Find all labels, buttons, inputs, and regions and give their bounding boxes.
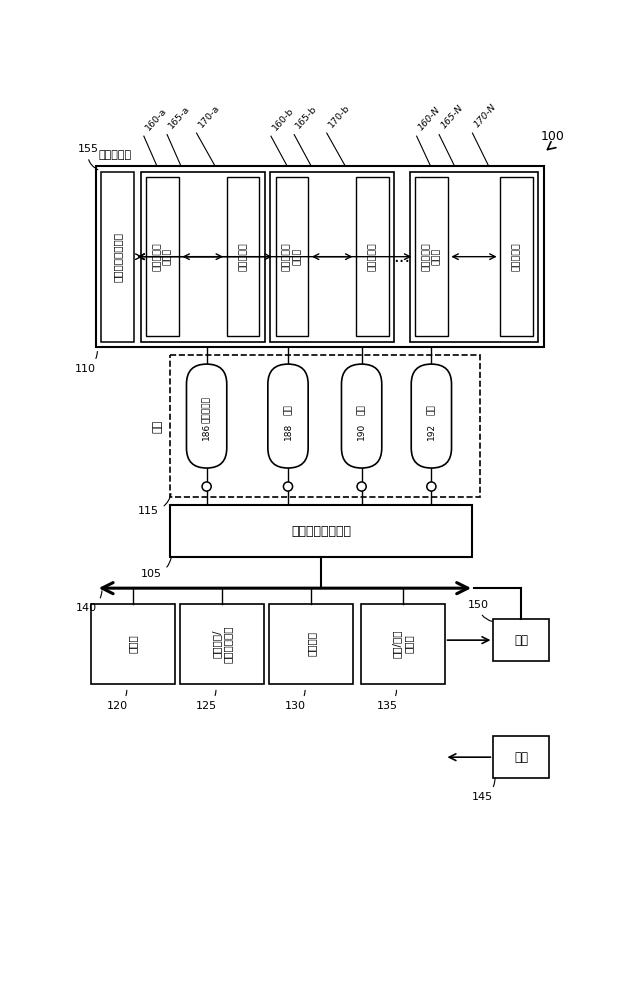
- Text: 存储器阵列: 存储器阵列: [512, 242, 521, 271]
- Text: 外围组件: 外围组件: [306, 631, 316, 656]
- FancyBboxPatch shape: [411, 364, 452, 468]
- Text: ...: ...: [393, 248, 411, 266]
- Bar: [415, 177, 448, 336]
- Text: 145: 145: [472, 778, 495, 802]
- Text: 170-b: 170-b: [327, 103, 352, 129]
- Text: 186: 186: [202, 423, 211, 440]
- Bar: [410, 172, 538, 342]
- Text: 165-N: 165-N: [439, 104, 465, 131]
- Circle shape: [284, 482, 293, 491]
- Text: 命令和地址: 命令和地址: [202, 396, 211, 423]
- Circle shape: [285, 483, 291, 490]
- Text: 140: 140: [76, 591, 102, 613]
- Bar: [180, 604, 264, 684]
- Circle shape: [357, 482, 366, 491]
- Text: 192: 192: [427, 423, 436, 440]
- Text: 135: 135: [377, 690, 398, 711]
- Bar: [361, 604, 445, 684]
- Text: 时钟: 时钟: [284, 405, 292, 415]
- Text: 基本输入/
输出系统组件: 基本输入/ 输出系统组件: [211, 625, 233, 663]
- Bar: [91, 604, 175, 684]
- Text: 通道: 通道: [153, 419, 163, 433]
- Text: 输入/输出
控制器: 输入/输出 控制器: [392, 630, 413, 658]
- Text: 165-b: 165-b: [294, 104, 319, 131]
- Text: 105: 105: [141, 557, 171, 579]
- Text: 165-a: 165-a: [167, 105, 192, 131]
- Bar: [170, 355, 480, 497]
- Bar: [96, 166, 544, 347]
- Circle shape: [427, 482, 436, 491]
- FancyBboxPatch shape: [186, 364, 227, 468]
- Text: 160-N: 160-N: [416, 105, 442, 132]
- Circle shape: [358, 483, 365, 490]
- Text: 处理器: 处理器: [128, 635, 138, 653]
- Text: 本地存储器
控制器: 本地存储器 控制器: [282, 242, 302, 271]
- Circle shape: [428, 483, 435, 490]
- Bar: [270, 604, 353, 684]
- Text: 170-N: 170-N: [472, 102, 498, 129]
- Bar: [493, 736, 549, 778]
- Text: 120: 120: [107, 690, 128, 711]
- Text: 外部存储器控制器: 外部存储器控制器: [291, 525, 352, 538]
- Bar: [493, 619, 549, 661]
- Text: 160-a: 160-a: [144, 106, 169, 132]
- Bar: [356, 177, 389, 336]
- Bar: [275, 177, 308, 336]
- Text: 130: 130: [285, 690, 306, 711]
- Text: 输入: 输入: [514, 751, 529, 764]
- Text: 110: 110: [74, 351, 98, 374]
- Bar: [140, 172, 265, 342]
- Text: 150: 150: [467, 600, 492, 621]
- Circle shape: [203, 483, 210, 490]
- Text: 188: 188: [284, 423, 292, 440]
- FancyBboxPatch shape: [268, 364, 308, 468]
- Text: 本地存储器
控制器: 本地存储器 控制器: [421, 242, 441, 271]
- Text: 190: 190: [357, 423, 366, 440]
- Bar: [101, 172, 134, 342]
- Text: 155: 155: [77, 144, 98, 170]
- Text: 160-b: 160-b: [271, 106, 296, 132]
- Bar: [227, 177, 260, 336]
- Text: 100: 100: [541, 130, 565, 150]
- Text: 170-a: 170-a: [197, 103, 222, 129]
- Bar: [500, 177, 533, 336]
- Text: 125: 125: [196, 690, 217, 711]
- Bar: [270, 172, 394, 342]
- Bar: [170, 505, 472, 557]
- Text: 115: 115: [138, 494, 171, 516]
- Text: 存储器阵列: 存储器阵列: [239, 242, 248, 271]
- Text: 其它: 其它: [427, 405, 436, 415]
- Text: 数据: 数据: [357, 405, 366, 415]
- FancyBboxPatch shape: [341, 364, 382, 468]
- Text: 存储器阵列: 存储器阵列: [368, 242, 377, 271]
- Text: 存储器装置: 存储器装置: [99, 150, 132, 160]
- Circle shape: [202, 482, 211, 491]
- Text: 本地存储器
控制器: 本地存储器 控制器: [152, 242, 172, 271]
- Bar: [146, 177, 179, 336]
- Text: 输出: 输出: [514, 634, 529, 647]
- Text: 装置存储器控制器: 装置存储器控制器: [113, 232, 122, 282]
